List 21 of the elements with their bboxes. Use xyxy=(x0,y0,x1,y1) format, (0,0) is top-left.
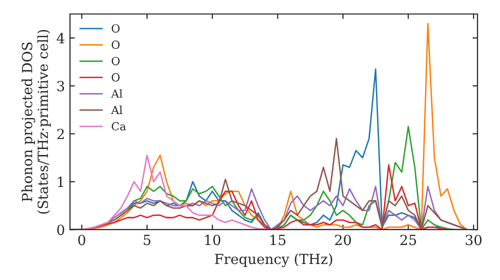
x-tick-label: 5 xyxy=(144,234,150,246)
legend-label: O xyxy=(112,56,120,66)
y-tick-label: 3 xyxy=(57,80,64,92)
y-tick-label: 0 xyxy=(57,224,64,236)
x-axis-title: Frequency (THz) xyxy=(214,253,332,268)
legend-label: O xyxy=(112,24,120,33)
legend-label: Al xyxy=(111,106,122,114)
legend-label: Ca xyxy=(112,122,126,130)
x-tick-label: 30 xyxy=(466,234,482,246)
legend-label: Al xyxy=(111,89,122,98)
x-tick-label: 25 xyxy=(400,234,416,246)
x-tick-label: 20 xyxy=(335,234,351,246)
y-tick-label: 2 xyxy=(57,128,64,140)
y-tick-label: 4 xyxy=(56,32,64,44)
y-axis-title: Phonon projected DOS (States/THz·primitive cell) xyxy=(22,30,51,214)
x-tick-label: 10 xyxy=(205,234,220,246)
x-tick-label: 15 xyxy=(270,234,286,246)
legend-label: O xyxy=(112,40,120,49)
y-tick-label: 1 xyxy=(58,176,64,187)
legend-label: O xyxy=(112,73,120,82)
x-tick-label: 0 xyxy=(78,234,86,246)
